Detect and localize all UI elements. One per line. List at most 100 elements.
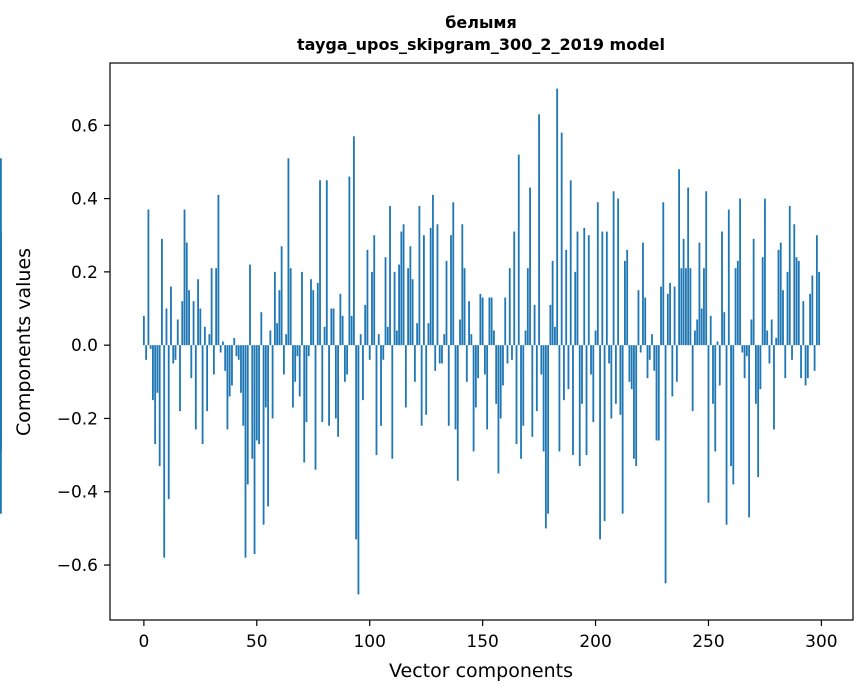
bar: [506, 345, 509, 364]
bar: [246, 345, 249, 485]
bar: [612, 191, 615, 346]
bar: [626, 249, 629, 346]
bar: [330, 308, 333, 346]
bar: [145, 345, 148, 360]
bar: [657, 345, 660, 441]
bar: [377, 334, 380, 346]
bar: [395, 330, 398, 346]
bar: [303, 345, 306, 463]
bar: [147, 209, 150, 346]
bar: [447, 345, 450, 426]
bar: [459, 319, 461, 346]
bar: [736, 260, 739, 346]
bar: [734, 268, 737, 346]
bar: [779, 242, 782, 346]
bar: [714, 345, 717, 452]
bar: [624, 260, 626, 346]
bar: [149, 345, 152, 349]
bar: [156, 345, 159, 393]
y-tick-label: −0.4: [57, 483, 98, 503]
bar: [648, 345, 651, 360]
x-tick-label: 200: [579, 632, 611, 652]
bar: [432, 194, 434, 346]
bar: [585, 345, 588, 456]
bar: [619, 345, 622, 415]
chart-subtitle: tayga_upos_skipgram_300_2_2019 model: [297, 35, 665, 54]
bar: [723, 312, 726, 346]
bar: [581, 345, 583, 404]
bar: [646, 345, 649, 379]
bar: [407, 268, 410, 346]
bar: [201, 345, 204, 445]
bar: [296, 345, 299, 357]
bar: [339, 293, 342, 346]
bar: [782, 290, 784, 346]
bar: [438, 345, 441, 364]
bar: [307, 345, 310, 357]
bar: [727, 209, 730, 346]
bar: [409, 246, 412, 346]
bar: [666, 293, 669, 346]
bar: [282, 345, 285, 375]
y-axis-label: Components values: [13, 248, 35, 436]
bar: [357, 345, 360, 595]
bar: [353, 136, 355, 346]
y-tick-label: 0.2: [71, 263, 98, 283]
bar: [255, 345, 258, 441]
bar: [712, 345, 714, 404]
bar: [644, 297, 647, 346]
bar: [759, 345, 762, 390]
bar: [698, 242, 701, 346]
bar: [603, 345, 606, 522]
bar: [181, 301, 184, 346]
bar: [682, 238, 685, 346]
bar: [757, 345, 760, 478]
bar: [687, 187, 690, 346]
x-tick-label: 150: [466, 632, 498, 652]
bar: [565, 249, 568, 346]
bar: [797, 260, 800, 346]
bar: [526, 268, 529, 346]
bar: [700, 308, 703, 346]
bar: [219, 345, 222, 353]
x-axis-label: Vector components: [389, 660, 573, 682]
bar: [732, 345, 735, 485]
bar: [633, 345, 635, 459]
bar: [784, 345, 787, 379]
bar: [185, 242, 188, 346]
bar: [183, 209, 186, 346]
bar: [479, 293, 482, 346]
y-tick-label: 0.6: [71, 116, 98, 136]
bar: [806, 345, 809, 379]
bar: [389, 205, 391, 346]
bar: [237, 345, 240, 360]
bar: [165, 308, 168, 346]
bar: [517, 154, 520, 346]
bar: [815, 235, 818, 346]
y-tick-label: 0.4: [71, 190, 98, 210]
bar: [264, 345, 267, 408]
bar: [653, 345, 656, 371]
bar: [601, 231, 604, 346]
bar: [436, 224, 439, 346]
bar: [811, 275, 814, 346]
bar: [495, 345, 498, 404]
bar: [574, 271, 577, 346]
bar: [364, 304, 367, 346]
bar: [542, 345, 545, 452]
bar: [203, 326, 206, 346]
bar: [569, 180, 572, 346]
x-tick-label: 250: [692, 632, 724, 652]
bar: [384, 257, 387, 346]
bar: [669, 282, 671, 346]
bar: [721, 231, 723, 346]
bar: [535, 345, 538, 412]
bar: [522, 345, 525, 426]
bar: [592, 345, 595, 423]
bar: [502, 345, 504, 386]
x-tick-label: 100: [353, 632, 385, 652]
bar: [761, 257, 764, 346]
bar: [163, 345, 166, 558]
bar: [382, 345, 385, 360]
bar: [563, 345, 565, 401]
